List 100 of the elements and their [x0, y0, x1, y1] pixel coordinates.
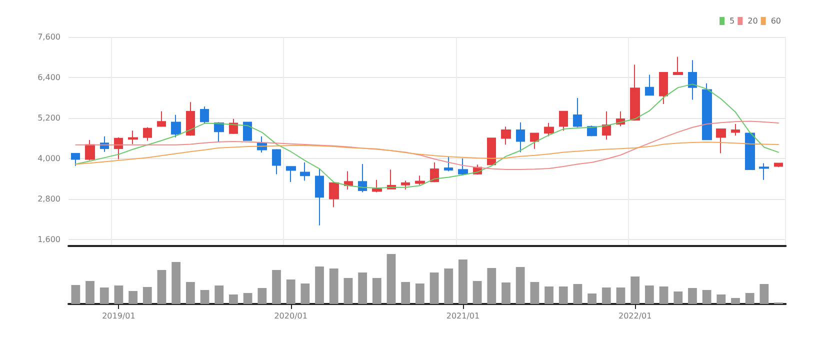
- bar: [616, 288, 626, 304]
- y-tick-label: 1,600: [38, 234, 60, 244]
- legend-label: 20: [748, 16, 758, 26]
- candlestick: [272, 148, 281, 175]
- bar: [329, 268, 338, 304]
- bar: [731, 298, 740, 304]
- candlestick: [444, 156, 453, 172]
- candlestick: [128, 130, 138, 145]
- bar: [487, 268, 496, 304]
- legend-label: 5: [730, 16, 735, 26]
- bar: [172, 262, 181, 304]
- legend-label: 60: [770, 16, 782, 26]
- x-tick-label: 2020/01: [274, 312, 308, 320]
- candlestick: [673, 56, 683, 75]
- bar: [243, 293, 252, 304]
- candlestick: [344, 170, 353, 190]
- y-tick-label: 6,400: [38, 72, 60, 82]
- candlestick: [171, 114, 181, 138]
- candlestick: [702, 82, 712, 140]
- bar: [315, 266, 324, 304]
- bar: [702, 290, 712, 304]
- candlestick: [731, 123, 740, 136]
- bar: [100, 288, 109, 304]
- candlestick: [401, 180, 410, 190]
- bar: [358, 272, 367, 304]
- bar: [630, 276, 640, 304]
- candlestick: [358, 163, 367, 193]
- bar: [386, 254, 396, 304]
- bar: [588, 294, 597, 304]
- bar: [86, 281, 94, 304]
- candlestick: [716, 128, 726, 154]
- line-series: [75, 120, 780, 170]
- candlestick: [186, 102, 195, 136]
- candlestick: [157, 110, 166, 127]
- line-series: [75, 142, 780, 165]
- candlestick: [300, 162, 310, 182]
- x-tick-label: 2021/01: [446, 312, 480, 320]
- bar: [344, 278, 353, 304]
- bar: [128, 291, 138, 304]
- candlestick: [774, 162, 783, 168]
- bar: [472, 281, 482, 304]
- bar: [229, 294, 238, 304]
- bar: [688, 288, 697, 304]
- bar: [300, 284, 310, 304]
- candlestick: [71, 153, 80, 166]
- candlestick: [329, 182, 339, 208]
- bar: [272, 270, 281, 304]
- bar: [214, 286, 224, 304]
- x-tick-label: 2019/01: [102, 312, 136, 320]
- candlestick: [487, 138, 496, 166]
- bar: [458, 260, 468, 304]
- candlestick: [286, 166, 296, 183]
- bar: [558, 286, 568, 304]
- candlestick: [315, 168, 324, 226]
- bar: [430, 272, 439, 304]
- candlestick: [85, 140, 95, 161]
- bar: [502, 282, 510, 304]
- bar: [644, 286, 654, 304]
- bar: [516, 267, 525, 304]
- candlestick: [214, 122, 224, 143]
- bar: [71, 285, 80, 304]
- bar: [415, 284, 424, 304]
- bar: [258, 288, 267, 304]
- candlestick: [200, 106, 209, 124]
- candlestick: [659, 72, 668, 105]
- bar: [544, 286, 554, 304]
- candlestick: [501, 126, 511, 146]
- bar: [142, 287, 152, 304]
- candlestick: [243, 122, 252, 141]
- candlestick: [544, 122, 554, 137]
- bar: [674, 292, 683, 304]
- bar: [401, 282, 410, 304]
- bar: [659, 286, 668, 304]
- candlestick: [415, 175, 425, 186]
- y-tick-label: 2,800: [38, 194, 60, 204]
- candlestick: [458, 158, 468, 176]
- bar: [157, 270, 166, 304]
- candlestick: [645, 74, 654, 96]
- candlestick: [759, 162, 769, 180]
- bar: [444, 268, 454, 304]
- bar: [573, 284, 582, 304]
- candlestick: [745, 132, 755, 170]
- candlestick: [602, 110, 611, 140]
- y-tick-label: 4,000: [38, 154, 60, 163]
- bar: [186, 282, 195, 304]
- bar: [372, 278, 382, 304]
- bar: [530, 282, 540, 304]
- line-series: [75, 84, 780, 189]
- candlestick: [688, 60, 697, 100]
- candlestick: [516, 122, 525, 153]
- x-tick-label: 2022/01: [618, 312, 652, 320]
- candlestick: [573, 98, 582, 128]
- y-tick-label: 5,200: [38, 113, 60, 122]
- candlestick: [530, 132, 539, 150]
- y-tick-label: 7,600: [38, 32, 60, 42]
- bar: [745, 293, 754, 304]
- candlestick: [143, 126, 152, 142]
- candlestick: [114, 136, 123, 160]
- candlestick: [559, 110, 568, 132]
- bar: [602, 288, 611, 304]
